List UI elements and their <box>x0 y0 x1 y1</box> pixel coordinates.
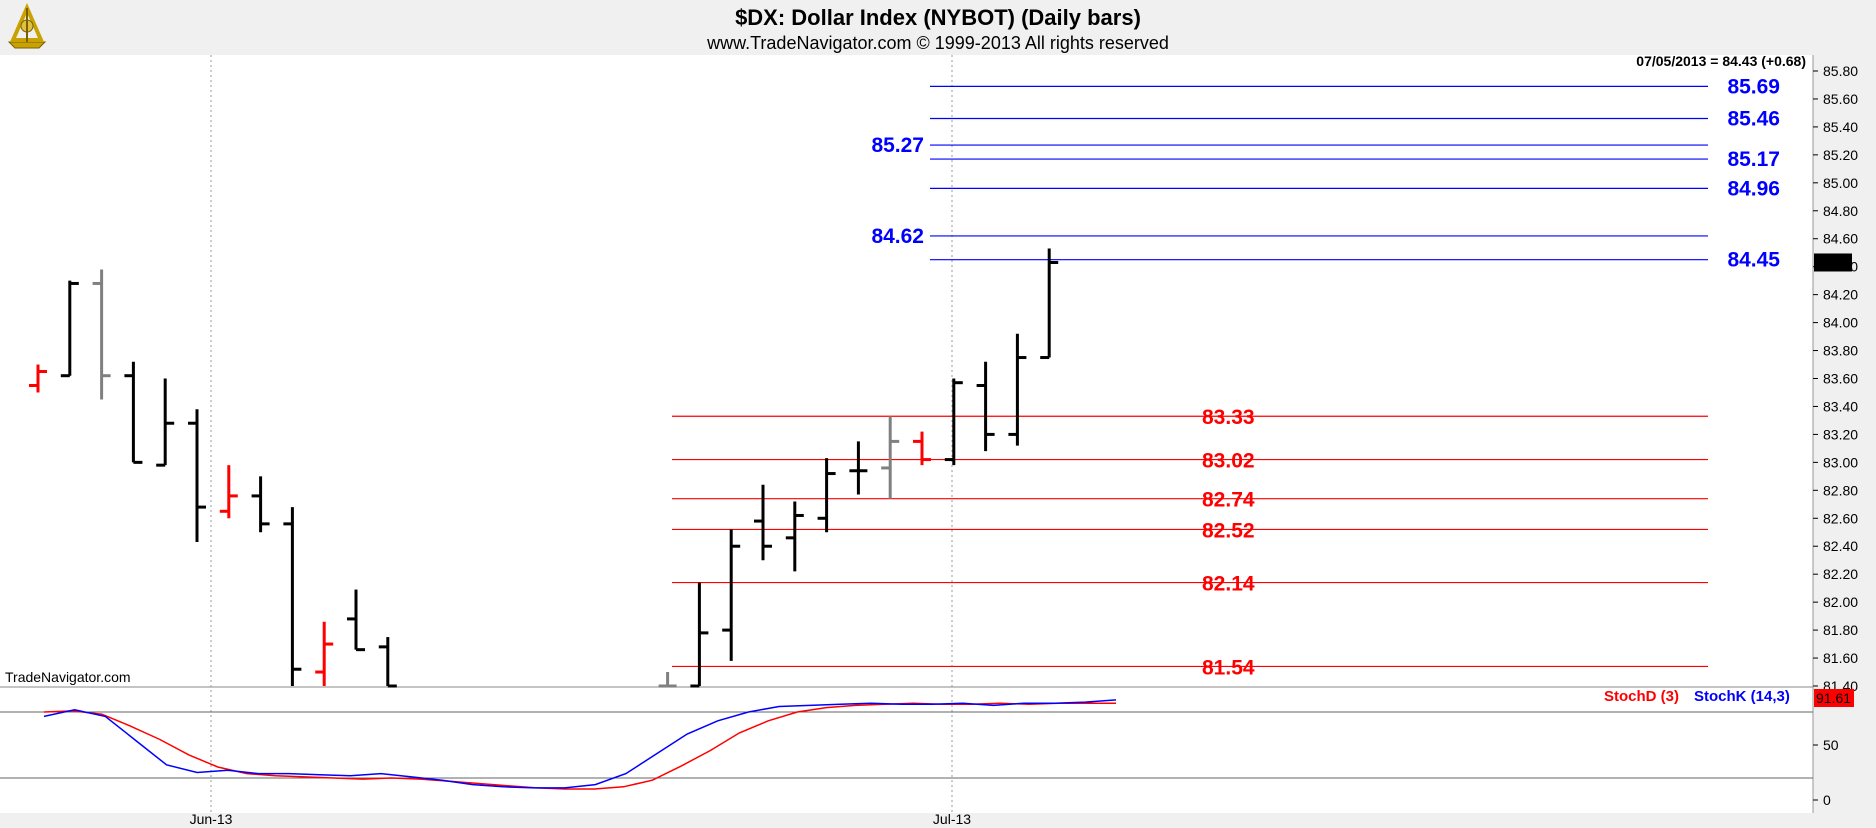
watermark: TradeNavigator.com <box>5 669 131 685</box>
ohlc-bar <box>60 280 79 378</box>
ohlc-bar <box>188 409 206 543</box>
last-price-label: 84.43 <box>1816 254 1851 270</box>
ohlc-bar <box>1040 248 1059 360</box>
ohlc-bar <box>124 361 143 464</box>
x-tick-label: Jul-13 <box>933 811 971 827</box>
ohlc-bar <box>283 507 302 686</box>
y-tick-label: 82.40 <box>1823 538 1858 554</box>
ohlc-bar <box>658 672 677 688</box>
support-level-label: 82.74 <box>1202 489 1255 512</box>
y-tick-label: 81.80 <box>1823 622 1858 638</box>
resistance-level-label: 84.45 <box>1727 249 1780 272</box>
price-panel-bg <box>0 55 1813 686</box>
ohlc-bar <box>1008 333 1027 446</box>
ohlc-bar <box>29 364 47 393</box>
ohlc-bar <box>219 465 238 519</box>
stoch-y-tick-label: 50 <box>1823 737 1839 753</box>
y-tick-label: 83.20 <box>1823 426 1858 442</box>
y-tick-label: 85.20 <box>1823 147 1858 163</box>
stoch-y-tick-label: 0 <box>1823 792 1831 808</box>
last-price-readout: 07/05/2013 = 84.43 (+0.68) <box>1636 53 1806 69</box>
ohlc-bar <box>315 621 334 686</box>
legend-stochK: StochK (14,3) <box>1694 688 1790 705</box>
y-tick-label: 82.60 <box>1823 510 1858 526</box>
stoch-last-value-box <box>1814 689 1854 707</box>
y-tick-label: 81.60 <box>1823 650 1858 666</box>
support-level-label: 83.33 <box>1202 406 1255 429</box>
y-tick-label: 83.80 <box>1823 343 1858 359</box>
ohlc-bar <box>378 637 397 688</box>
last-price-box <box>1814 253 1852 272</box>
ohlc-bar <box>251 476 270 533</box>
support-level-label: 83.02 <box>1202 450 1255 473</box>
ohlc-bar <box>156 378 175 467</box>
ohlc-bar <box>722 529 741 661</box>
y-tick-label: 84.80 <box>1823 203 1858 219</box>
y-tick-label: 84.20 <box>1823 287 1858 303</box>
ohlc-bar <box>92 269 111 400</box>
resistance-level-label: 84.62 <box>871 225 924 248</box>
resistance-level-label: 85.17 <box>1727 148 1780 171</box>
x-tick-label: Jun-13 <box>190 811 233 827</box>
ohlc-bar <box>690 582 709 688</box>
y-tick-label: 82.20 <box>1823 566 1858 582</box>
sextant-logo-icon <box>3 2 51 52</box>
ohlc-bar <box>944 378 963 466</box>
y-tick-label: 83.00 <box>1823 454 1858 470</box>
ohlc-bar <box>913 431 931 466</box>
ohlc-bar <box>754 484 772 561</box>
resistance-level-label: 85.46 <box>1727 108 1780 131</box>
y-tick-label: 85.80 <box>1823 63 1858 79</box>
y-tick-label: 85.00 <box>1823 175 1858 191</box>
y-tick-label: 85.40 <box>1823 119 1858 135</box>
ohlc-bar <box>881 416 900 499</box>
support-level-label: 82.52 <box>1202 519 1255 542</box>
y-tick-label: 82.80 <box>1823 482 1858 498</box>
resistance-level-label: 84.96 <box>1727 177 1780 200</box>
y-tick-label: 84.00 <box>1823 315 1858 331</box>
stoch-panel-bg <box>0 688 1813 813</box>
resistance-level-label: 85.27 <box>871 134 924 157</box>
ohlc-bar <box>785 501 804 572</box>
stoch-last-value-label: 91.61 <box>1816 690 1851 706</box>
ohlc-bar <box>849 441 868 495</box>
support-level-label: 82.14 <box>1202 573 1255 596</box>
ohlc-bar <box>976 361 995 452</box>
y-tick-label: 85.60 <box>1823 91 1858 107</box>
ohlc-bar <box>817 458 836 533</box>
y-tick-label: 84.60 <box>1823 231 1858 247</box>
ohlc-bar <box>347 589 365 652</box>
chart-title: $DX: Dollar Index (NYBOT) (Daily bars) <box>735 5 1141 30</box>
stoch-series-line <box>43 699 1117 789</box>
legend-stochD: StochD (3) <box>1604 688 1679 705</box>
y-tick-label: 83.40 <box>1823 398 1858 414</box>
y-tick-label: 83.60 <box>1823 371 1858 387</box>
chart-subtitle: www.TradeNavigator.com © 1999-2013 All r… <box>706 33 1169 53</box>
y-tick-label: 82.00 <box>1823 594 1858 610</box>
support-level-label: 81.54 <box>1202 656 1255 679</box>
resistance-level-label: 85.69 <box>1727 75 1780 98</box>
